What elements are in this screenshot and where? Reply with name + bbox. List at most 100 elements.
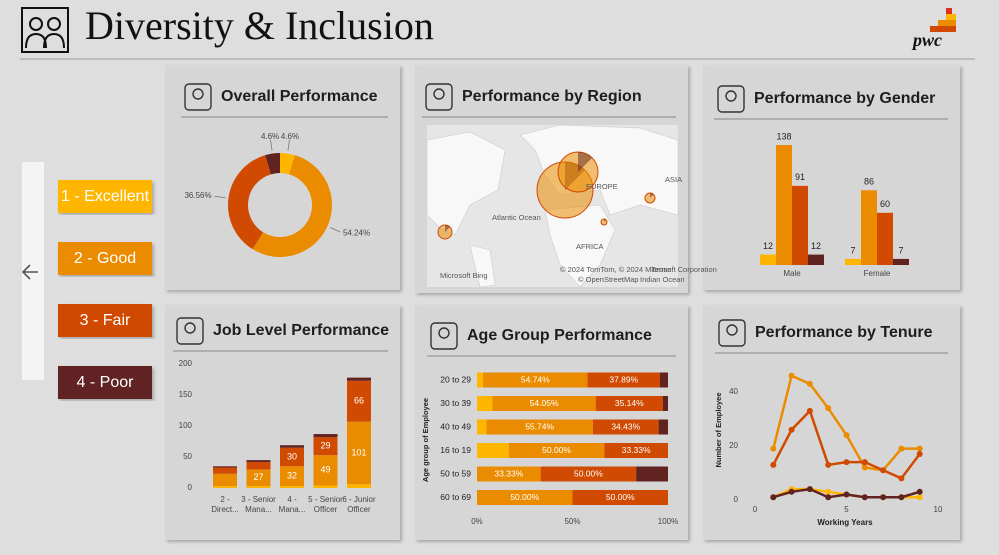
bar-label: 138 bbox=[776, 131, 791, 141]
bar-label: 50.00% bbox=[542, 445, 571, 455]
bar bbox=[760, 254, 776, 265]
bar-segment bbox=[347, 377, 371, 381]
header-icon bbox=[21, 7, 69, 53]
icon-frame bbox=[717, 85, 745, 113]
line-marker bbox=[843, 432, 850, 439]
map-bubble-wedge bbox=[604, 219, 607, 222]
legend-button[interactable]: 1 - Excellent bbox=[58, 180, 152, 213]
y-tick-label: 40 bbox=[729, 387, 738, 396]
icon-frame bbox=[430, 322, 458, 350]
panel-title: Performance by Tenure bbox=[755, 324, 933, 341]
bar-label: 33.33% bbox=[622, 445, 651, 455]
line-marker bbox=[898, 494, 905, 501]
bar-segment bbox=[246, 461, 271, 470]
y-tick-label: 30 to 39 bbox=[440, 398, 471, 408]
line-marker bbox=[825, 494, 832, 501]
bar-segment bbox=[483, 372, 588, 388]
leader-line bbox=[214, 195, 226, 199]
bar-label: 30 bbox=[287, 451, 297, 461]
line-marker bbox=[843, 491, 850, 498]
bar-segment bbox=[280, 486, 304, 488]
panel-icon bbox=[718, 319, 746, 347]
legend-label: 4 - Poor bbox=[77, 374, 135, 391]
line-marker bbox=[861, 464, 868, 471]
x-tick-label-box: 3 - Senior Mana... bbox=[241, 495, 276, 514]
bar-segment bbox=[477, 372, 484, 388]
legend-button[interactable]: 2 - Good bbox=[58, 242, 152, 275]
pie-slice bbox=[265, 153, 280, 175]
line-marker bbox=[861, 459, 868, 466]
line-marker bbox=[770, 494, 777, 501]
line-marker bbox=[770, 461, 777, 468]
legend-button[interactable]: 4 - Poor bbox=[58, 366, 152, 399]
panel-icon bbox=[184, 83, 212, 111]
map-bubble-wedge bbox=[650, 193, 654, 198]
x-tick-label: 0% bbox=[471, 517, 483, 526]
line-marker bbox=[825, 461, 832, 468]
x-tick-label-box: 5 - Senior Officer bbox=[308, 495, 343, 514]
bar-segment bbox=[347, 380, 371, 422]
map-bubble-wedge bbox=[578, 152, 592, 172]
line-marker bbox=[770, 445, 777, 452]
land bbox=[426, 131, 506, 236]
x-tick-label: 50% bbox=[564, 517, 580, 526]
logo-mark bbox=[930, 8, 956, 32]
land bbox=[469, 244, 496, 288]
line-marker bbox=[861, 494, 868, 501]
line-marker bbox=[916, 445, 923, 452]
x-tick-label-box: 4 - Mana... bbox=[279, 495, 306, 514]
panel bbox=[703, 65, 960, 290]
bar bbox=[861, 190, 877, 265]
y-tick-label: 0 bbox=[734, 495, 739, 504]
bar-segment bbox=[280, 447, 304, 467]
bar-label: 35.14% bbox=[615, 398, 644, 408]
icon-frame bbox=[718, 319, 746, 347]
x-tick-label: 0 bbox=[753, 505, 758, 514]
pie-slice bbox=[227, 155, 271, 250]
bar-label: 7 bbox=[898, 245, 903, 255]
x-tick-label: Female bbox=[864, 269, 891, 278]
bar-segment bbox=[592, 419, 659, 435]
y-tick-label: 16 to 19 bbox=[440, 445, 471, 455]
line-marker bbox=[825, 488, 832, 495]
panel-icon bbox=[176, 317, 204, 345]
y-tick-label: 200 bbox=[179, 359, 193, 368]
x-tick-label: 3 - Senior Mana... bbox=[241, 495, 276, 514]
line-marker bbox=[898, 475, 905, 482]
bar-segment bbox=[313, 437, 338, 456]
line-marker bbox=[788, 426, 795, 433]
bar-label: 50.00% bbox=[606, 492, 635, 502]
panel-title: Job Level Performance bbox=[213, 322, 389, 339]
bar-segment bbox=[477, 466, 541, 482]
bar-segment bbox=[213, 467, 237, 474]
y-tick-label: 40 to 49 bbox=[440, 421, 471, 431]
bar-label: 50.00% bbox=[510, 492, 539, 502]
icon-frame bbox=[176, 317, 204, 345]
bar-segment bbox=[347, 421, 371, 485]
bar-segment bbox=[508, 443, 605, 458]
bar-segment bbox=[246, 460, 271, 462]
pie-slice bbox=[280, 153, 295, 175]
leader-line bbox=[330, 227, 341, 233]
back-arrow[interactable] bbox=[21, 264, 38, 280]
y-tick-label: 50 to 59 bbox=[440, 468, 471, 478]
bar-label: 50.00% bbox=[574, 468, 603, 478]
bar-label: 7 bbox=[850, 245, 855, 255]
slice-label: 36.56% bbox=[184, 191, 211, 200]
bar-segment bbox=[280, 466, 304, 487]
legend-button[interactable]: 3 - Fair bbox=[58, 304, 152, 337]
icon-dot bbox=[438, 327, 450, 339]
side-nav bbox=[22, 162, 44, 380]
icon-frame bbox=[425, 83, 453, 111]
bar-segment bbox=[313, 455, 338, 486]
x-tick-label: 6 - Junior Officer bbox=[342, 495, 376, 514]
bar-label: 34.43% bbox=[611, 421, 640, 431]
leader-line bbox=[287, 139, 290, 151]
legend-swatch bbox=[58, 180, 152, 213]
line-marker bbox=[806, 380, 813, 387]
x-tick-label: 5 bbox=[844, 505, 849, 514]
bar bbox=[792, 185, 808, 265]
icon-dot bbox=[433, 88, 445, 100]
line-marker bbox=[880, 494, 887, 501]
x-tick-label-box: 6 - Junior Officer bbox=[342, 495, 376, 514]
